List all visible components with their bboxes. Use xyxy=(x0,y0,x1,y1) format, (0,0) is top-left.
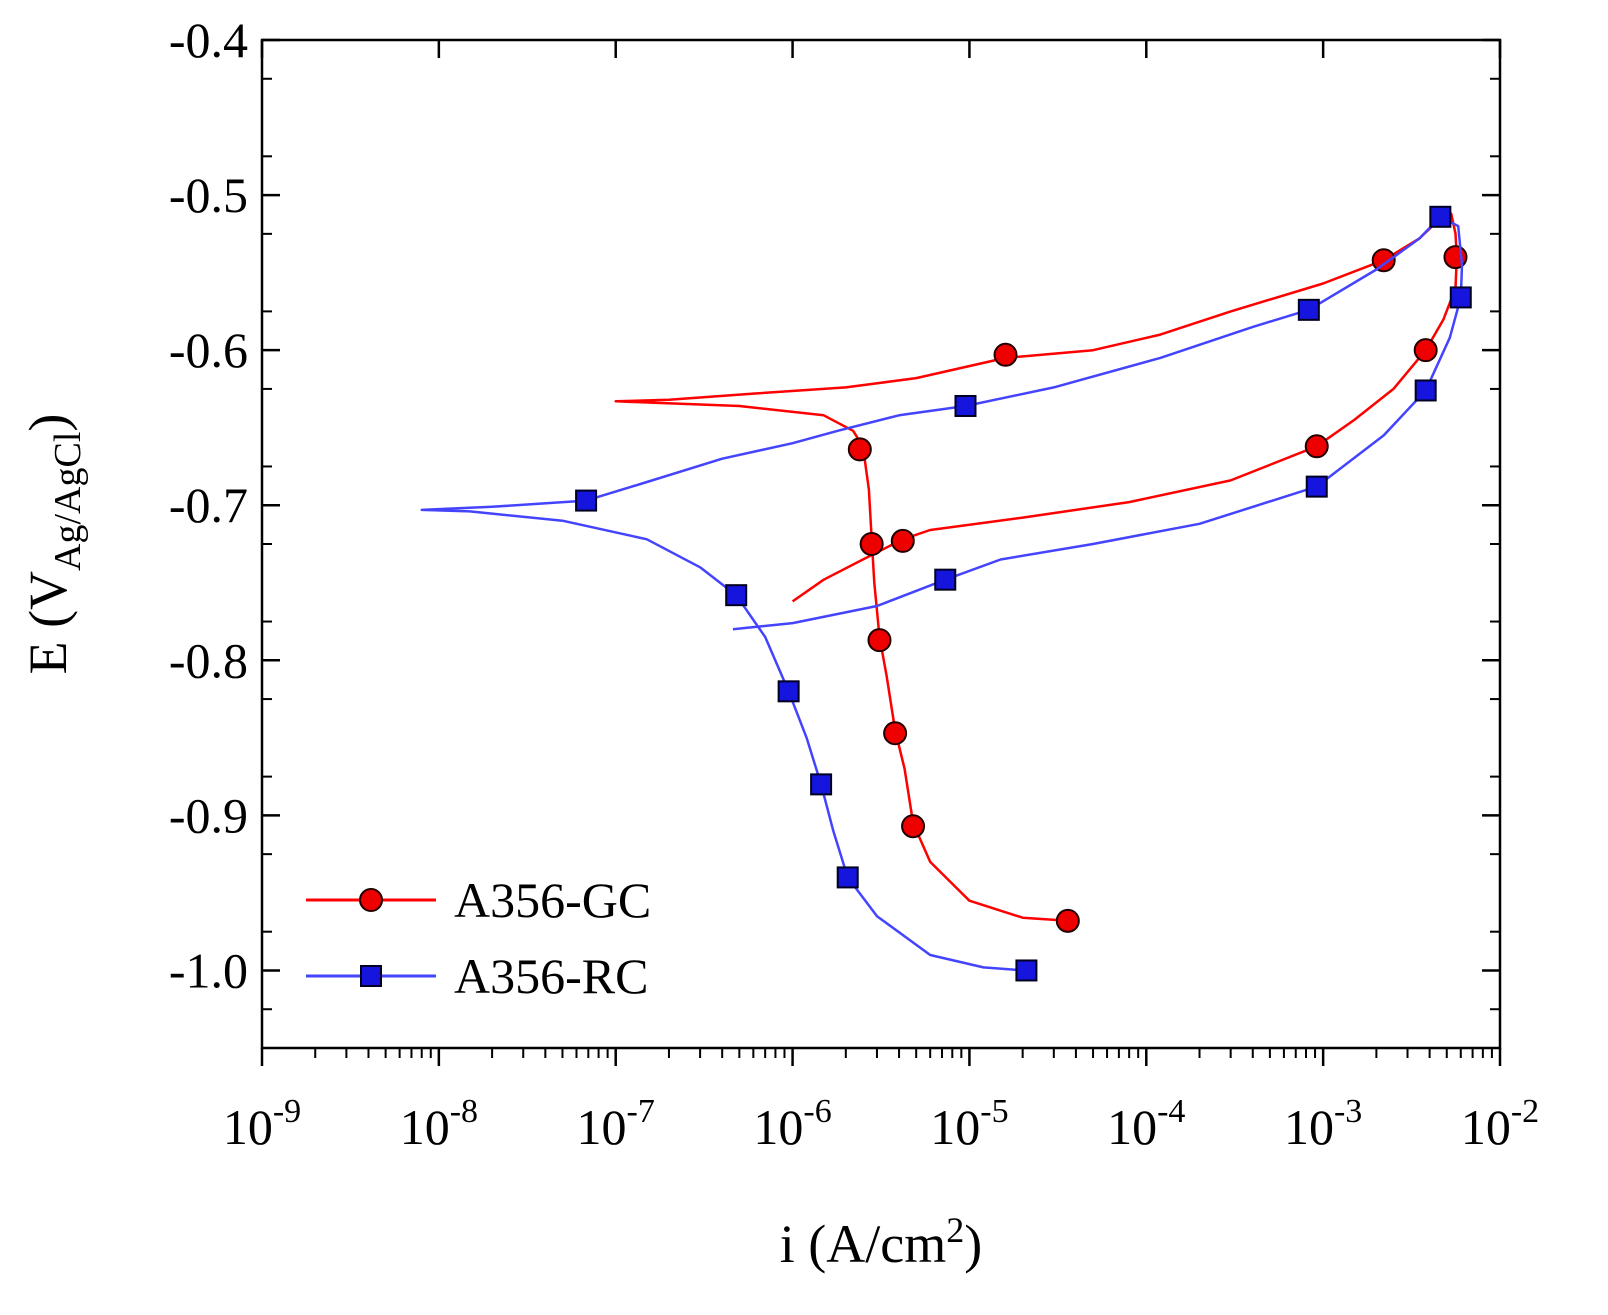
x-tick-label: 10-3 xyxy=(1284,1093,1362,1155)
series-layer xyxy=(420,205,1472,982)
data-point-square xyxy=(810,773,833,796)
x-tick-label: 10-5 xyxy=(930,1093,1008,1155)
data-point-circle xyxy=(847,437,872,462)
data-point-circle xyxy=(867,628,892,653)
x-tick-label: 10-4 xyxy=(1107,1093,1185,1155)
data-point-circle xyxy=(890,528,915,553)
data-point-circle xyxy=(1304,434,1329,459)
y-tick-label: -0.6 xyxy=(169,322,248,378)
data-point-circle xyxy=(901,814,926,839)
y-tick-label: -0.9 xyxy=(169,787,248,843)
data-point-square xyxy=(1414,379,1437,402)
x-axis-label: i (A/cm2) xyxy=(780,1210,982,1274)
series-a356-gc xyxy=(614,212,1468,933)
data-point-square xyxy=(1305,475,1328,498)
y-axis-label: E (VAg/AgCl) xyxy=(18,414,89,675)
legend-marker xyxy=(360,965,382,987)
data-point-circle xyxy=(1371,248,1396,273)
data-point-circle xyxy=(859,532,884,556)
data-point-square xyxy=(934,568,957,591)
x-tick-label: 10-9 xyxy=(223,1093,301,1155)
axis-labels: i (A/cm2) E (VAg/AgCl) xyxy=(18,414,982,1274)
data-point-circle xyxy=(993,342,1018,367)
y-tick-label: -0.8 xyxy=(169,632,248,688)
legend-marker xyxy=(359,888,383,912)
legend-label: A356-GC xyxy=(454,872,651,928)
series-a356-rc xyxy=(420,205,1472,982)
data-point-square xyxy=(1449,286,1472,309)
data-point-square xyxy=(725,584,748,607)
axes-layer: -0.4 -0.5 -0.6 -0.7 -0.8 -0.9 -1.0 10-9 10-8 10-7… xyxy=(169,12,1539,1155)
y-tick-label: -0.7 xyxy=(169,477,248,533)
series-line xyxy=(614,212,1459,923)
legend-entry-a356-rc: A356-RC xyxy=(306,948,648,1004)
y-tick-label: -1.0 xyxy=(169,942,248,998)
y-tick-label: -0.4 xyxy=(169,12,248,68)
data-point-square xyxy=(836,866,859,889)
legend: A356-GC A356-RC xyxy=(306,872,651,1004)
data-point-square xyxy=(954,394,977,417)
data-point-circle xyxy=(1055,908,1080,933)
x-tick-label: 10-8 xyxy=(400,1093,478,1155)
data-point-square xyxy=(777,680,800,703)
data-point-square xyxy=(1015,959,1038,982)
x-tick-label: 10-6 xyxy=(753,1093,831,1155)
series-line xyxy=(420,215,1464,972)
y-tick-label: -0.5 xyxy=(169,167,248,223)
x-tick-label: 10-2 xyxy=(1461,1093,1539,1155)
legend-label: A356-RC xyxy=(454,948,648,1004)
data-point-circle xyxy=(1413,338,1438,363)
data-point-square xyxy=(1297,298,1320,321)
legend-entry-a356-gc: A356-GC xyxy=(306,872,651,928)
data-point-square xyxy=(575,489,598,512)
data-point-square xyxy=(1429,205,1452,228)
x-tick-label: 10-7 xyxy=(577,1093,655,1155)
data-point-circle xyxy=(883,721,908,746)
